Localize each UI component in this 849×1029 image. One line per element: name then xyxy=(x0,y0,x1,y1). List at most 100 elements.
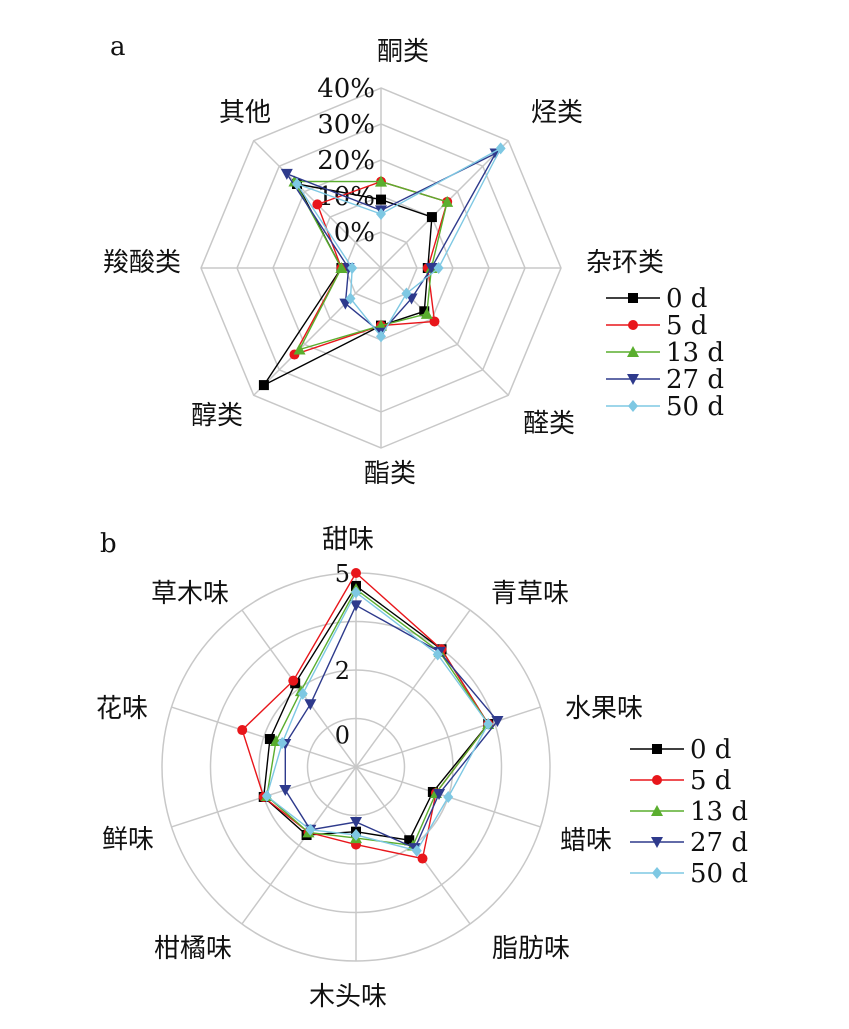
category-label: 羧酸类 xyxy=(103,248,181,278)
data-point xyxy=(280,168,293,180)
tick-label: 0% xyxy=(334,218,375,248)
category-label: 花味 xyxy=(96,694,148,724)
data-point xyxy=(258,380,269,391)
tick-label: 40% xyxy=(317,74,375,104)
category-label: 酮类 xyxy=(377,37,429,67)
category-label: 草木味 xyxy=(151,579,229,609)
data-point xyxy=(404,835,415,846)
data-point xyxy=(429,316,440,327)
category-label: 醛类 xyxy=(523,409,575,439)
tick-label: 0 xyxy=(335,722,350,750)
data-point xyxy=(351,568,361,578)
category-label: 烃类 xyxy=(531,98,583,128)
data-point xyxy=(483,718,494,731)
tick-label: 5 xyxy=(335,560,350,588)
data-point xyxy=(279,784,292,796)
tick-label: 2 xyxy=(335,657,350,685)
legend-marker xyxy=(651,805,663,816)
legend-marker xyxy=(652,867,662,879)
data-point xyxy=(426,212,437,223)
data-point xyxy=(433,262,444,274)
legend-label: 27 d xyxy=(666,365,724,395)
data-point xyxy=(432,648,443,661)
category-label: 水果味 xyxy=(565,694,643,724)
data-point xyxy=(411,844,422,857)
data-point xyxy=(376,194,386,205)
data-point xyxy=(261,789,272,802)
grid-ring xyxy=(200,87,562,449)
data-point xyxy=(277,737,288,750)
legend-marker xyxy=(652,744,662,754)
series-line xyxy=(266,588,490,847)
data-point xyxy=(293,343,306,355)
category-label: 鲜味 xyxy=(102,825,154,855)
radar-series-a xyxy=(258,142,506,391)
category-label: 甜味 xyxy=(322,525,374,555)
data-point xyxy=(495,142,506,155)
data-point xyxy=(297,687,308,700)
spoke-line xyxy=(380,267,509,396)
category-label: 脂肪味 xyxy=(492,934,570,964)
legend-a: 0 d5 d13 d27 d50 d xyxy=(606,284,724,422)
data-point xyxy=(335,262,348,273)
legend-marker xyxy=(651,837,663,848)
category-label: 柑橘味 xyxy=(154,934,232,964)
category-label: 木头味 xyxy=(309,982,387,1012)
data-point xyxy=(350,816,362,828)
tick-label: 30% xyxy=(317,110,375,140)
grid-ring xyxy=(272,159,490,377)
data-point xyxy=(312,199,323,210)
data-point xyxy=(376,330,386,343)
legend-label: 0 d xyxy=(690,735,731,765)
legend-marker xyxy=(628,320,638,330)
category-label: 酯类 xyxy=(364,459,416,489)
radar-ticks-b: 0 2 5 xyxy=(335,560,350,750)
legend-label: 50 d xyxy=(666,392,724,422)
legend-label: 5 d xyxy=(666,311,707,341)
legend-label: 5 d xyxy=(690,766,731,796)
series-line xyxy=(241,571,490,860)
radar-grid-b xyxy=(161,572,551,962)
radar-series-b xyxy=(237,568,504,864)
data-point xyxy=(288,675,299,686)
category-label: 醇类 xyxy=(191,401,243,431)
data-point xyxy=(401,287,412,300)
data-point xyxy=(347,262,358,274)
data-point xyxy=(425,263,438,274)
grid-ring xyxy=(344,231,418,305)
data-point xyxy=(419,306,430,317)
grid-ring xyxy=(306,717,406,817)
series-line xyxy=(261,183,433,387)
data-point xyxy=(375,175,387,187)
grid-ring xyxy=(209,620,503,914)
grid-ring xyxy=(236,123,526,413)
data-point xyxy=(443,790,454,803)
data-point xyxy=(441,195,454,207)
spoke-line xyxy=(253,267,382,396)
series-line xyxy=(284,604,499,850)
radar-grid-a xyxy=(200,87,562,449)
legend-label: 27 d xyxy=(690,828,748,858)
series-line xyxy=(262,584,490,841)
data-point xyxy=(264,734,275,745)
category-label: 杂环类 xyxy=(586,248,664,278)
data-point xyxy=(420,307,433,319)
data-point xyxy=(237,725,248,736)
data-point xyxy=(491,716,504,728)
legend-label: 50 d xyxy=(690,859,748,889)
panel-label-b: b xyxy=(100,529,117,559)
panel-label-a: a xyxy=(110,32,126,62)
legend-label: 0 d xyxy=(666,284,707,314)
data-point xyxy=(345,292,356,305)
legend-label: 13 d xyxy=(666,338,724,368)
legend-marker xyxy=(627,346,639,357)
data-point xyxy=(305,823,316,836)
category-label: 青草味 xyxy=(491,579,569,609)
legend-label: 13 d xyxy=(690,797,748,827)
data-point xyxy=(304,699,317,711)
series-line xyxy=(285,151,498,334)
